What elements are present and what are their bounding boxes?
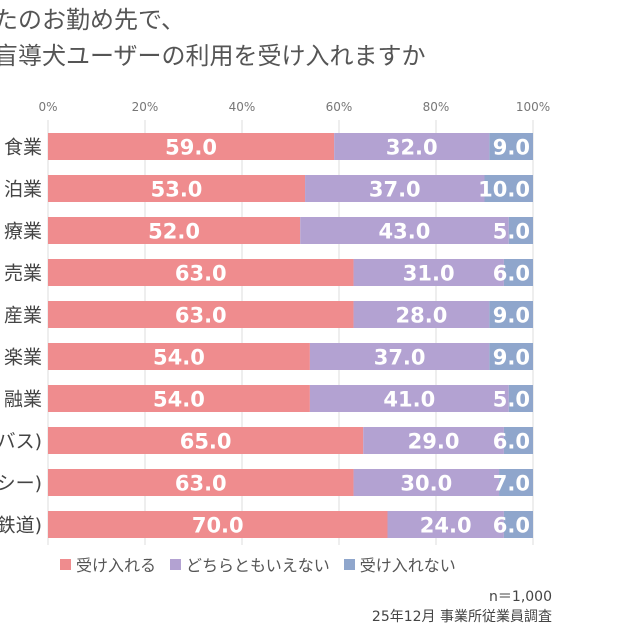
chart-title: たのお勤め先で、 盲導犬ユーザーの利用を受け入れますか: [0, 2, 426, 74]
bar-segment-1-2: [484, 175, 533, 202]
bar-segment-2-1: [300, 217, 509, 244]
data-label-6-1: 41.0: [383, 388, 435, 412]
bar-segment-8-2: [499, 469, 533, 496]
data-label-7-0: 65.0: [180, 430, 232, 454]
chart-title-line-2: 盲導犬ユーザーの利用を受け入れますか: [0, 42, 426, 70]
bar-segment-4-1: [353, 301, 490, 328]
category-label-3: 売業: [4, 263, 42, 285]
bar-segment-9-2: [503, 511, 533, 538]
bar-segment-4-0: [48, 301, 354, 328]
data-label-0-0: 59.0: [165, 136, 217, 160]
data-label-4-0: 63.0: [175, 304, 227, 328]
data-label-2-1: 43.0: [379, 220, 431, 244]
data-label-6-0: 54.0: [153, 388, 205, 412]
data-label-3-2: 6.0: [493, 262, 530, 286]
data-label-2-0: 52.0: [148, 220, 200, 244]
bar-segment-4-2: [489, 301, 533, 328]
data-label-2-2: 5.0: [493, 220, 530, 244]
data-label-8-1: 30.0: [400, 472, 452, 496]
bar-segment-7-2: [503, 427, 533, 454]
data-label-9-1: 24.0: [420, 514, 472, 538]
bar-segment-7-1: [363, 427, 504, 454]
bar-segment-3-2: [503, 259, 533, 286]
data-label-3-1: 31.0: [403, 262, 455, 286]
category-label-8: シー): [0, 473, 42, 495]
data-label-3-0: 63.0: [175, 262, 227, 286]
x-tick-label-0: 0%: [38, 100, 57, 114]
bar-segment-1-1: [305, 175, 485, 202]
bar-segment-0-2: [489, 133, 533, 160]
data-label-9-0: 70.0: [192, 514, 244, 538]
bar-segment-5-1: [309, 343, 490, 370]
x-tick-label-4: 80%: [423, 100, 450, 114]
stacked-bar-chart: 0% 20% 40% 60% 80% 100% 食業 59.0 32.0 9.0 泊業 53.0 37.…: [0, 100, 550, 545]
data-label-4-1: 28.0: [396, 304, 448, 328]
bar-segment-0-1: [334, 133, 490, 160]
bar-segment-7-0: [48, 427, 364, 454]
data-label-8-2: 7.0: [493, 472, 530, 496]
bar-segment-2-0: [48, 217, 301, 244]
data-label-9-2: 6.0: [493, 514, 530, 538]
x-tick-label-3: 60%: [326, 100, 353, 114]
bar-segment-6-1: [309, 385, 509, 412]
bar-segment-2-2: [508, 217, 533, 244]
bar-segment-3-1: [353, 259, 504, 286]
data-label-5-1: 37.0: [374, 346, 426, 370]
x-tick-label-5: 100%: [516, 100, 550, 114]
data-label-1-2: 10.0: [478, 178, 530, 202]
legend-item-reject: 受け入れない: [343, 552, 456, 576]
legend-item-neutral: どちらともいえない: [170, 552, 330, 576]
category-label-0: 食業: [4, 137, 42, 159]
category-label-4: 産業: [4, 305, 42, 327]
legend-label-reject: 受け入れない: [359, 556, 456, 575]
data-label-1-0: 53.0: [151, 178, 203, 202]
source-note: 25年12月 事業所従業員調査: [371, 609, 552, 625]
bar-segment-8-1: [353, 469, 500, 496]
data-label-0-1: 32.0: [386, 136, 438, 160]
bar-segment-5-2: [489, 343, 533, 370]
category-label-6: 融業: [4, 389, 42, 411]
data-label-6-2: 5.0: [493, 388, 530, 412]
bar-segment-6-0: [48, 385, 310, 412]
category-label-9: 鉄道): [0, 515, 42, 537]
data-label-7-2: 6.0: [493, 430, 530, 454]
data-label-1-1: 37.0: [369, 178, 421, 202]
legend-swatch-accept: [60, 558, 71, 570]
category-label-1: 泊業: [4, 179, 42, 201]
legend-swatch-reject: [343, 558, 355, 570]
legend-item-accept: 受け入れる: [60, 552, 156, 576]
data-label-0-2: 9.0: [493, 136, 530, 160]
chart-title-line-1: たのお勤め先で、: [0, 6, 186, 34]
category-label-2: 療業: [4, 221, 42, 243]
bar-segment-9-1: [387, 511, 504, 538]
x-tick-label-1: 20%: [132, 100, 159, 114]
data-label-8-0: 63.0: [175, 472, 227, 496]
bar-segment-9-0: [48, 511, 388, 538]
category-label-7: バス): [0, 431, 42, 453]
legend-label-neutral: どちらともいえない: [186, 556, 330, 575]
chart-legend: 受け入れる どちらともいえない 受け入れない: [60, 552, 456, 576]
bar-segment-8-0: [48, 469, 354, 496]
bar-segment-6-2: [508, 385, 533, 412]
data-label-7-1: 29.0: [408, 430, 460, 454]
bar-segment-1-0: [48, 175, 306, 202]
bar-segment-5-0: [48, 343, 310, 370]
category-label-5: 楽業: [4, 347, 42, 369]
sample-size-note: n＝1,000: [489, 589, 552, 605]
bar-segment-3-0: [48, 259, 354, 286]
x-tick-label-2: 40%: [229, 100, 256, 114]
data-label-5-0: 54.0: [153, 346, 205, 370]
data-label-4-2: 9.0: [493, 304, 530, 328]
legend-label-accept: 受け入れる: [76, 556, 157, 575]
data-label-5-2: 9.0: [493, 346, 530, 370]
bar-segment-0-0: [48, 133, 335, 160]
legend-swatch-neutral: [170, 558, 182, 570]
